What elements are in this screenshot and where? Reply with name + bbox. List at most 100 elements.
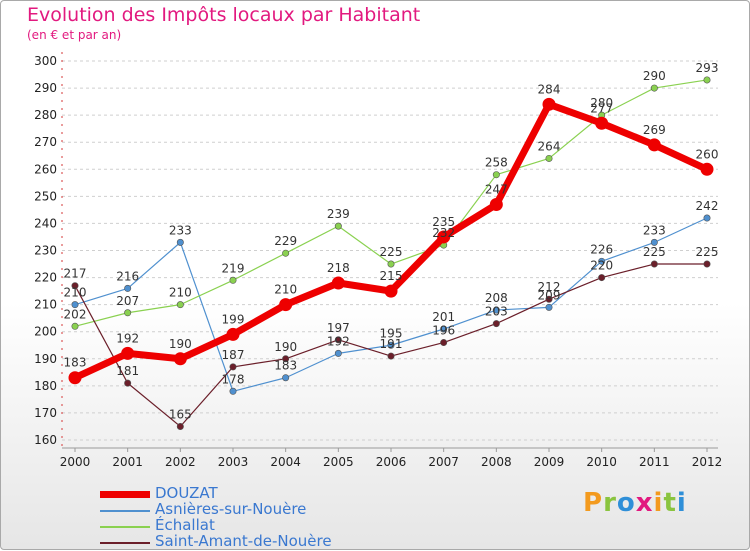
y-tick-label: 280 [34, 108, 57, 122]
data-label-douzat: 183 [64, 356, 87, 370]
x-tick-label: 2010 [586, 455, 617, 469]
point-douzat [437, 230, 451, 244]
x-tick-label: 2006 [376, 455, 407, 469]
point-echallat [334, 222, 342, 230]
data-label-asnieres-sur-nouere: 242 [696, 199, 719, 213]
point-saint-amant-de-nouere [282, 355, 290, 363]
y-tick-label: 190 [34, 352, 57, 366]
data-label-echallat: 210 [169, 286, 192, 300]
data-label-saint-amant-de-nouere: 187 [222, 348, 245, 362]
point-douzat [279, 298, 293, 312]
y-tick-label: 240 [34, 216, 57, 230]
point-echallat [650, 84, 658, 92]
data-label-saint-amant-de-nouere: 203 [485, 305, 508, 319]
point-echallat [229, 276, 237, 284]
data-label-douzat: 235 [432, 215, 455, 229]
point-saint-amant-de-nouere [334, 336, 342, 344]
y-tick-label: 250 [34, 189, 57, 203]
point-saint-amant-de-nouere [176, 422, 184, 430]
legend-label-douzat: DOUZAT [155, 484, 218, 502]
point-saint-amant-de-nouere [492, 320, 500, 328]
data-label-asnieres-sur-nouere: 210 [64, 286, 87, 300]
data-label-douzat: 284 [538, 82, 561, 96]
y-tick-label: 290 [34, 81, 57, 95]
point-echallat [282, 249, 290, 257]
point-echallat [176, 301, 184, 309]
point-echallat [545, 154, 553, 162]
data-label-douzat: 210 [274, 283, 297, 297]
legend-label-echallat: Échallat [155, 516, 215, 534]
point-asnieres-sur-nouere [176, 238, 184, 246]
x-tick-label: 2009 [534, 455, 565, 469]
y-tick-label: 230 [34, 244, 57, 258]
legend-swatch-saint-amant [100, 542, 150, 544]
legend-swatch-douzat [100, 491, 150, 498]
y-tick-label: 170 [34, 406, 57, 420]
point-saint-amant-de-nouere [124, 379, 132, 387]
data-label-echallat: 207 [116, 294, 139, 308]
chart-title: Evolution des Impôts locaux par Habitant [27, 4, 421, 26]
legend-swatch-asnieres [100, 510, 150, 512]
x-tick-label: 2012 [692, 455, 723, 469]
data-label-saint-amant-de-nouere: 191 [380, 337, 403, 351]
point-douzat [121, 346, 135, 360]
data-label-asnieres-sur-nouere: 201 [432, 310, 455, 324]
data-label-echallat: 280 [590, 96, 613, 110]
point-saint-amant-de-nouere [650, 260, 658, 268]
data-label-echallat: 290 [643, 69, 666, 83]
data-label-douzat: 218 [327, 261, 350, 275]
point-asnieres-sur-nouere [334, 349, 342, 357]
series-layer [68, 76, 714, 430]
axis-layer: 1601701801902002102202302402502602702802… [34, 52, 722, 469]
data-label-douzat: 277 [590, 101, 613, 115]
y-tick-label: 270 [34, 135, 57, 149]
point-asnieres-sur-nouere [492, 306, 500, 314]
legend-label-asnieres: Asnières-sur-Nouère [155, 500, 307, 518]
point-asnieres-sur-nouere [703, 214, 711, 222]
point-asnieres-sur-nouere [124, 284, 132, 292]
data-label-saint-amant-de-nouere: 181 [116, 364, 139, 378]
point-echallat [492, 171, 500, 179]
y-tick-label: 160 [34, 433, 57, 447]
data-label-asnieres-sur-nouere: 192 [327, 334, 350, 348]
data-label-echallat: 264 [538, 139, 561, 153]
data-label-asnieres-sur-nouere: 216 [116, 269, 139, 283]
data-label-echallat: 219 [222, 261, 245, 275]
x-tick-label: 2001 [112, 455, 143, 469]
data-label-layer: 210 216 233 178 183 192 195 201 208 209 226 233 242 2… [64, 61, 719, 422]
point-echallat [703, 76, 711, 84]
data-label-echallat: 293 [696, 61, 719, 75]
x-tick-label: 2005 [323, 455, 354, 469]
data-label-asnieres-sur-nouere: 233 [643, 223, 666, 237]
point-douzat [68, 371, 82, 385]
point-echallat [124, 309, 132, 317]
data-label-saint-amant-de-nouere: 220 [590, 259, 613, 273]
point-saint-amant-de-nouere [545, 295, 553, 303]
point-saint-amant-de-nouere [440, 339, 448, 347]
point-asnieres-sur-nouere [387, 341, 395, 349]
data-label-douzat: 247 [485, 182, 508, 196]
point-douzat [173, 352, 187, 366]
data-label-saint-amant-de-nouere: 217 [64, 267, 87, 281]
legend-label-saint-amant: Saint-Amant-de-Nouère [155, 532, 332, 550]
logo-letter: x [635, 488, 654, 518]
point-echallat [387, 260, 395, 268]
logo-letter: i [676, 488, 687, 518]
point-saint-amant-de-nouere [387, 352, 395, 360]
proxiti-logo: Proxiti [583, 488, 687, 518]
x-tick-label: 2003 [218, 455, 249, 469]
point-asnieres-sur-nouere [598, 257, 606, 265]
logo-letter: i [653, 488, 664, 518]
y-tick-label: 300 [34, 54, 57, 68]
point-asnieres-sur-nouere [650, 238, 658, 246]
point-douzat [226, 327, 240, 341]
point-asnieres-sur-nouere [545, 303, 553, 311]
point-douzat [542, 97, 556, 111]
data-label-asnieres-sur-nouere: 178 [222, 372, 245, 386]
point-saint-amant-de-nouere [598, 274, 606, 282]
point-douzat [647, 138, 661, 152]
x-tick-label: 2002 [165, 455, 196, 469]
logo-letter: t [663, 488, 677, 518]
logo-letter: o [616, 488, 636, 518]
